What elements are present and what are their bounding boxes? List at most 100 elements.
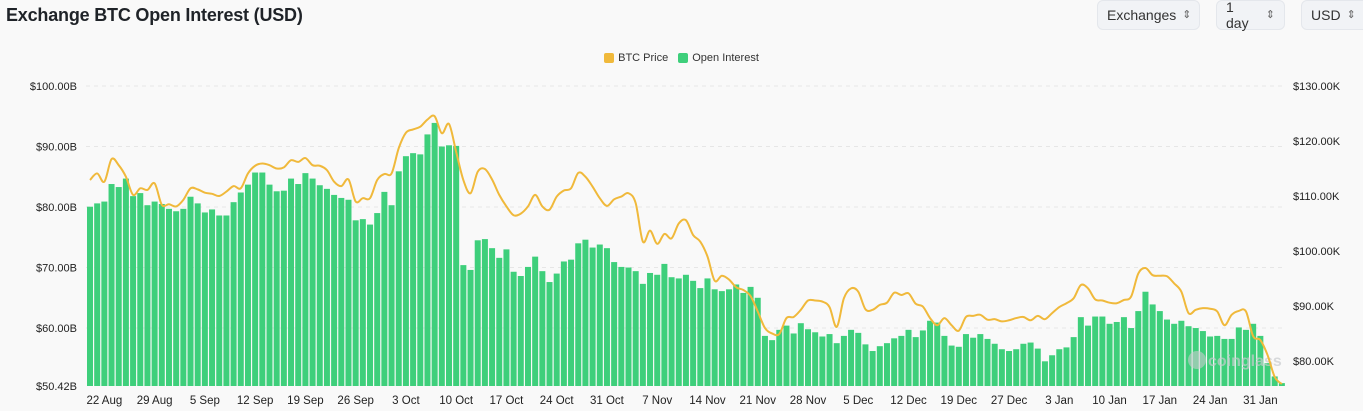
legend-swatch-open-interest — [678, 53, 689, 63]
open-interest-bar — [682, 274, 689, 386]
open-interest-bar — [194, 203, 201, 386]
page-title: Exchange BTC Open Interest (USD) — [6, 5, 303, 25]
open-interest-bar — [1185, 326, 1192, 386]
btc-price-line — [89, 114, 1283, 385]
open-interest-bar — [345, 199, 352, 386]
open-interest-bar — [438, 146, 445, 386]
y-left-tick-label: $50.42B — [36, 381, 77, 393]
open-interest-bar — [388, 205, 395, 386]
open-interest-bar — [1049, 355, 1056, 386]
open-interest-bar — [1235, 327, 1242, 386]
open-interest-bar — [568, 259, 575, 386]
open-interest-bar — [244, 184, 251, 386]
open-interest-bar — [1113, 321, 1120, 386]
x-tick-label: 19 Dec — [941, 395, 978, 407]
open-interest-bar — [1214, 335, 1221, 386]
open-interest-bar — [862, 344, 869, 386]
legend-item-btc-price[interactable]: BTC Price — [604, 52, 668, 64]
exchanges-select-label: Exchanges — [1107, 7, 1177, 23]
x-tick-label: 12 Dec — [890, 395, 927, 407]
open-interest-bar — [338, 197, 345, 386]
chevron-up-down-icon: ⇕ — [1265, 8, 1275, 21]
open-interest-bar — [582, 239, 589, 386]
x-tick-label: 19 Sep — [287, 395, 323, 407]
open-interest-bar — [603, 248, 610, 386]
open-interest-bar — [690, 280, 697, 386]
open-interest-bar — [94, 203, 101, 386]
open-interest-bar — [1228, 338, 1235, 386]
open-interest-bar — [833, 343, 840, 386]
y-left-tick-label: $70.00B — [36, 263, 77, 275]
open-interest-bar — [934, 322, 941, 386]
open-interest-bar — [912, 337, 919, 386]
open-interest-bar — [733, 284, 740, 386]
x-tick-label: 3 Jan — [1045, 395, 1073, 407]
x-tick-label: 17 Oct — [489, 395, 524, 407]
open-interest-bar — [417, 154, 424, 386]
x-tick-label: 21 Nov — [740, 395, 777, 407]
open-interest-bar — [761, 335, 768, 386]
open-interest-bar — [1013, 349, 1020, 386]
open-interest-bar — [474, 240, 481, 386]
open-interest-bar — [790, 333, 797, 386]
open-interest-bar — [776, 329, 783, 386]
open-interest-bar — [1085, 325, 1092, 386]
open-interest-bar — [704, 278, 711, 386]
y-left-tick-label: $90.00B — [36, 142, 77, 154]
y-right-tick-label: $110.00K — [1293, 191, 1340, 203]
currency-select[interactable]: USD ⇕ — [1301, 0, 1363, 30]
open-interest-bar — [883, 343, 890, 386]
x-tick-label: 31 Oct — [590, 395, 625, 407]
open-interest-bar — [288, 178, 295, 386]
x-tick-label: 14 Nov — [689, 395, 726, 407]
interval-select[interactable]: 1 day ⇕ — [1216, 0, 1285, 31]
open-interest-bar — [797, 323, 804, 386]
y-left-tick-label: $60.00B — [36, 323, 77, 335]
open-interest-bar — [532, 256, 539, 386]
open-interest-bar — [137, 193, 144, 386]
open-interest-bar — [840, 335, 847, 386]
open-interest-bar — [165, 208, 172, 386]
open-interest-bar — [1063, 347, 1070, 386]
coinglass-logo-icon — [1188, 351, 1206, 369]
open-interest-bar — [783, 325, 790, 386]
open-interest-bar — [970, 337, 977, 386]
open-interest-bar — [496, 257, 503, 386]
open-interest-bar — [826, 334, 833, 386]
open-interest-bar — [647, 272, 654, 386]
open-interest-bar — [481, 239, 488, 386]
y-left-tick-label: $100.00B — [30, 81, 77, 93]
open-interest-bar — [302, 173, 309, 386]
open-interest-bar — [948, 345, 955, 386]
open-interest-bar — [546, 282, 553, 386]
legend-item-open-interest[interactable]: Open Interest — [678, 52, 759, 64]
open-interest-bar — [1207, 336, 1214, 386]
open-interest-bar — [1077, 317, 1084, 386]
open-interest-bar — [87, 206, 93, 386]
open-interest-bar — [517, 275, 524, 386]
open-interest-bar — [173, 211, 180, 386]
open-interest-bar — [187, 196, 194, 386]
open-interest-bar — [230, 202, 237, 386]
open-interest-bar — [1106, 323, 1113, 386]
y-right-tick-label: $100.00K — [1293, 246, 1341, 258]
open-interest-bar — [237, 192, 244, 386]
interval-select-label: 1 day — [1226, 0, 1249, 31]
open-interest-bar — [1149, 304, 1156, 386]
open-interest-bar — [1278, 383, 1285, 386]
open-interest-bar — [726, 289, 733, 386]
x-tick-label: 7 Nov — [642, 395, 672, 407]
open-interest-bar — [560, 261, 567, 386]
open-interest-bar — [216, 215, 223, 386]
open-interest-bar — [115, 187, 122, 386]
open-interest-bar — [661, 263, 668, 386]
open-interest-bar — [395, 171, 402, 386]
open-interest-bar — [1242, 329, 1249, 386]
x-tick-label: 10 Oct — [439, 395, 474, 407]
y-right-tick-label: $130.00K — [1293, 81, 1341, 93]
x-tick-label: 22 Aug — [86, 395, 122, 407]
open-interest-bar — [453, 145, 460, 386]
open-interest-bar — [1250, 323, 1257, 386]
exchanges-select[interactable]: Exchanges ⇕ — [1097, 0, 1200, 30]
open-interest-bar — [625, 267, 632, 386]
